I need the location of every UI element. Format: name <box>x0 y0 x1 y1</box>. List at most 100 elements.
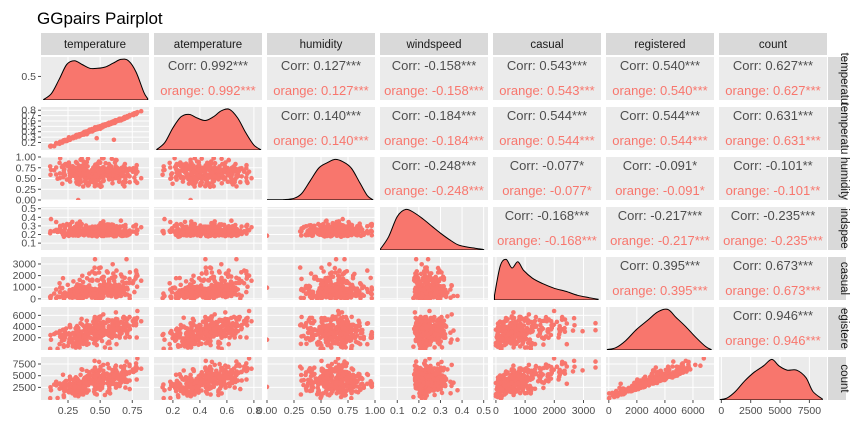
scatter-point <box>427 308 432 314</box>
scatter-point <box>203 271 209 276</box>
scatter-point <box>117 335 122 340</box>
panel-windspeed-humidity <box>266 207 376 250</box>
scatter-point <box>230 320 236 326</box>
scatter-point <box>309 315 315 321</box>
scatter-point <box>337 341 343 346</box>
scatter-point <box>127 113 132 118</box>
panel-count-temperature <box>41 357 149 400</box>
scatter-point <box>92 291 97 297</box>
scatter-point <box>92 337 97 342</box>
scatter-point <box>580 328 585 334</box>
scatter-point <box>182 219 188 225</box>
scatter-point <box>134 366 140 371</box>
scatter-point <box>60 372 66 378</box>
scatter-point <box>61 234 67 239</box>
scatter-point <box>234 184 239 189</box>
scatter-point <box>115 326 120 331</box>
scatter-point <box>337 269 342 274</box>
scatter-point <box>225 326 230 331</box>
scatter-point <box>323 224 329 229</box>
scatter-point <box>239 224 244 229</box>
scatter-point <box>93 271 98 276</box>
scatter-point <box>221 177 227 182</box>
scatter-point <box>60 332 66 338</box>
scatter-point <box>167 341 172 347</box>
scatter-point <box>111 168 116 173</box>
scatter-point <box>328 335 334 341</box>
scatter-point <box>121 314 127 320</box>
scatter-point <box>419 326 425 331</box>
corr-label: Corr: 0.543*** <box>507 58 587 73</box>
panel-temperature-atemperature: Corr: 0.992***orange: 0.992*** <box>154 57 262 100</box>
scatter-point <box>532 318 538 324</box>
scatter-point <box>183 279 189 284</box>
scatter-point <box>106 172 112 177</box>
corr-orange-label: orange: -0.248*** <box>384 183 484 198</box>
scatter-point <box>333 223 338 228</box>
scatter-point <box>188 171 194 177</box>
row-strip-humidity: humidity <box>828 157 850 200</box>
scatter-point <box>203 314 208 320</box>
scatter-point <box>120 279 125 284</box>
scatter-point <box>98 160 103 166</box>
scatter-point <box>533 323 539 329</box>
scatter-point <box>132 289 137 295</box>
panel-bg <box>154 57 262 100</box>
scatter-point <box>333 296 338 300</box>
scatter-point <box>188 341 194 346</box>
panel-atemperature-humidity: Corr: 0.140***orange: 0.140*** <box>267 107 375 150</box>
scatter-point <box>185 228 191 234</box>
panel-bg <box>606 207 714 250</box>
scatter-point <box>60 163 66 169</box>
scatter-point <box>68 324 73 330</box>
scatter-point <box>319 296 324 300</box>
panel-registered-casual <box>493 307 601 350</box>
scatter-point <box>100 178 106 184</box>
scatter-point <box>185 163 191 168</box>
panel-casual-registered: Corr: 0.395***orange: 0.395*** <box>606 257 714 300</box>
scatter-point <box>342 279 347 284</box>
scatter-point <box>130 169 136 174</box>
scatter-point <box>448 287 453 292</box>
scatter-point <box>419 346 425 350</box>
scatter-point <box>301 333 306 339</box>
scatter-point <box>86 169 91 175</box>
strip-bg <box>41 33 149 55</box>
scatter-point <box>185 173 190 179</box>
scatter-point <box>334 233 340 238</box>
scatter-point <box>119 325 125 331</box>
scatter-point <box>551 308 557 314</box>
scatter-point <box>355 340 361 346</box>
corr-orange-label: orange: 0.627*** <box>725 83 820 98</box>
scatter-point <box>68 340 73 345</box>
scatter-point <box>413 315 419 321</box>
scatter-point <box>80 341 86 347</box>
scatter-point <box>368 291 374 297</box>
scatter-point <box>81 167 87 172</box>
corr-label: Corr: -0.091* <box>623 158 697 173</box>
scatter-point <box>111 229 116 234</box>
scatter-point <box>180 324 185 330</box>
scatter-point <box>319 343 324 348</box>
scatter-point <box>419 262 425 267</box>
scatter-point <box>92 265 97 271</box>
scatter-point <box>111 291 116 297</box>
scatter-point <box>126 173 132 179</box>
scatter-point <box>239 325 244 331</box>
panel-windspeed-count: Corr: -0.235***orange: -0.235*** <box>719 207 827 250</box>
scatter-point <box>119 274 125 279</box>
scatter-point <box>161 228 166 234</box>
scatter-point <box>426 323 432 329</box>
scatter-point <box>71 134 76 140</box>
scatter-point <box>518 327 524 333</box>
scatter-point <box>93 323 98 329</box>
scatter-point <box>101 166 107 171</box>
scatter-point <box>208 233 213 238</box>
scatter-point <box>203 183 208 189</box>
scatter-point <box>211 225 217 230</box>
scatter-point <box>92 257 98 262</box>
scatter-point <box>570 328 576 333</box>
scatter-point <box>219 172 225 177</box>
scatter-point <box>131 165 136 171</box>
panel-humidity-casual: Corr: -0.077*orange: -0.077* <box>493 157 601 200</box>
